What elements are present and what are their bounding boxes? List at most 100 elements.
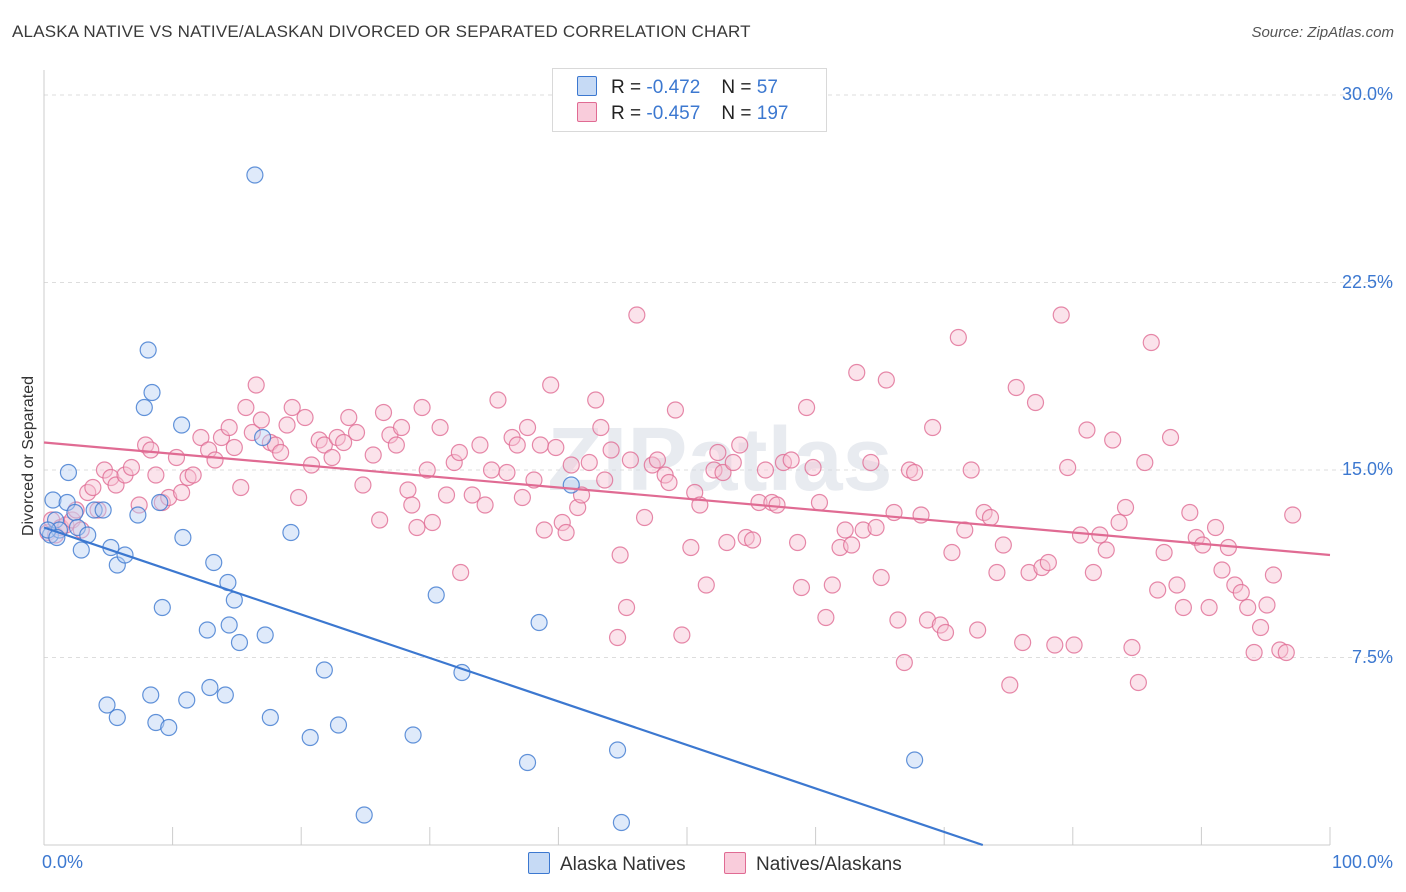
correlation-legend: R = -0.472 N = 57 R = -0.457 N = 197	[552, 68, 827, 132]
data-point	[423, 513, 441, 532]
data-point	[282, 523, 300, 542]
data-point	[1020, 563, 1038, 582]
data-point	[804, 458, 822, 477]
data-point	[1001, 676, 1019, 694]
data-point	[612, 813, 631, 832]
data-point	[1110, 513, 1128, 532]
data-point	[1084, 563, 1102, 582]
data-point	[160, 488, 178, 507]
data-point	[1026, 393, 1045, 412]
data-point	[518, 418, 537, 437]
data-point	[1039, 553, 1057, 572]
data-point	[482, 461, 501, 479]
data-point	[173, 483, 191, 502]
data-point	[635, 508, 654, 527]
data-point	[59, 463, 78, 482]
data-point	[823, 576, 841, 594]
legend-label: Alaska Natives	[560, 854, 686, 875]
data-point	[962, 461, 980, 479]
legend-r-value: -0.472	[646, 77, 701, 98]
data-point	[531, 436, 549, 454]
data-point	[1046, 636, 1064, 654]
data-point	[315, 661, 333, 679]
data-point	[135, 398, 153, 417]
chart-source: Source: ZipAtlas.com	[1251, 24, 1394, 41]
data-point	[230, 633, 249, 652]
data-point	[139, 341, 157, 359]
data-point	[1168, 576, 1186, 594]
data-point	[143, 383, 161, 402]
data-point	[1181, 503, 1199, 522]
data-point	[1277, 643, 1295, 662]
data-point	[225, 438, 243, 457]
data-point	[508, 436, 526, 454]
data-point	[173, 416, 191, 434]
y-tick-label: 30.0%	[1341, 84, 1393, 104]
data-point	[628, 306, 646, 324]
data-point	[1097, 541, 1115, 559]
data-point	[1245, 643, 1263, 662]
data-point	[355, 806, 373, 824]
data-point	[1142, 333, 1160, 352]
data-point	[562, 456, 580, 474]
legend-n-label: N =	[721, 103, 752, 124]
data-point	[450, 443, 468, 462]
data-point	[1200, 598, 1218, 617]
data-point	[129, 506, 147, 524]
data-point	[1059, 458, 1077, 477]
data-point	[340, 408, 358, 427]
data-point	[557, 523, 575, 542]
data-point	[184, 466, 202, 484]
data-point	[437, 486, 456, 504]
data-point	[151, 493, 169, 512]
data-point	[994, 536, 1012, 554]
data-point	[98, 696, 116, 714]
data-point	[969, 621, 987, 639]
legend-r-value: -0.457	[646, 103, 701, 124]
data-point	[1239, 598, 1257, 617]
data-point	[254, 428, 272, 447]
data-point	[89, 501, 107, 519]
data-point	[981, 508, 1000, 527]
data-point	[709, 443, 727, 462]
legend-swatch-blue	[577, 76, 597, 96]
data-point	[643, 456, 661, 474]
data-point	[535, 521, 553, 539]
data-point	[94, 501, 112, 519]
data-point	[192, 428, 210, 447]
data-point	[617, 598, 636, 617]
data-point	[936, 623, 955, 642]
data-point	[854, 521, 872, 539]
data-point	[261, 708, 279, 727]
y-tick-label: 22.5%	[1341, 271, 1393, 292]
data-point	[392, 418, 411, 437]
legend-item-alaska-natives[interactable]: Alaska Natives	[528, 852, 686, 876]
data-point	[205, 553, 223, 572]
data-point	[666, 401, 685, 419]
data-point	[988, 563, 1006, 582]
data-point	[949, 328, 967, 347]
data-point	[246, 166, 264, 184]
data-point	[167, 448, 186, 467]
legend-swatch-pink	[724, 852, 746, 874]
data-point	[1174, 598, 1192, 617]
data-point	[724, 453, 742, 472]
data-point	[232, 478, 250, 497]
data-point	[1129, 673, 1147, 692]
data-point	[79, 483, 97, 502]
data-point	[1078, 421, 1096, 439]
data-point	[1161, 428, 1180, 447]
data-point	[1007, 378, 1025, 397]
series-legend: Alaska Natives Natives/Alaskans	[0, 852, 1406, 876]
data-point	[399, 481, 417, 499]
data-point	[160, 718, 178, 737]
axes	[43, 70, 1331, 846]
data-point	[810, 493, 829, 512]
legend-item-natives-alaskans[interactable]: Natives/Alaskans	[724, 852, 902, 876]
data-point	[580, 453, 598, 472]
data-point	[718, 533, 736, 552]
y-tick-label: 7.5%	[1351, 646, 1393, 667]
data-point	[1149, 581, 1167, 599]
trend-lines	[43, 441, 1331, 847]
